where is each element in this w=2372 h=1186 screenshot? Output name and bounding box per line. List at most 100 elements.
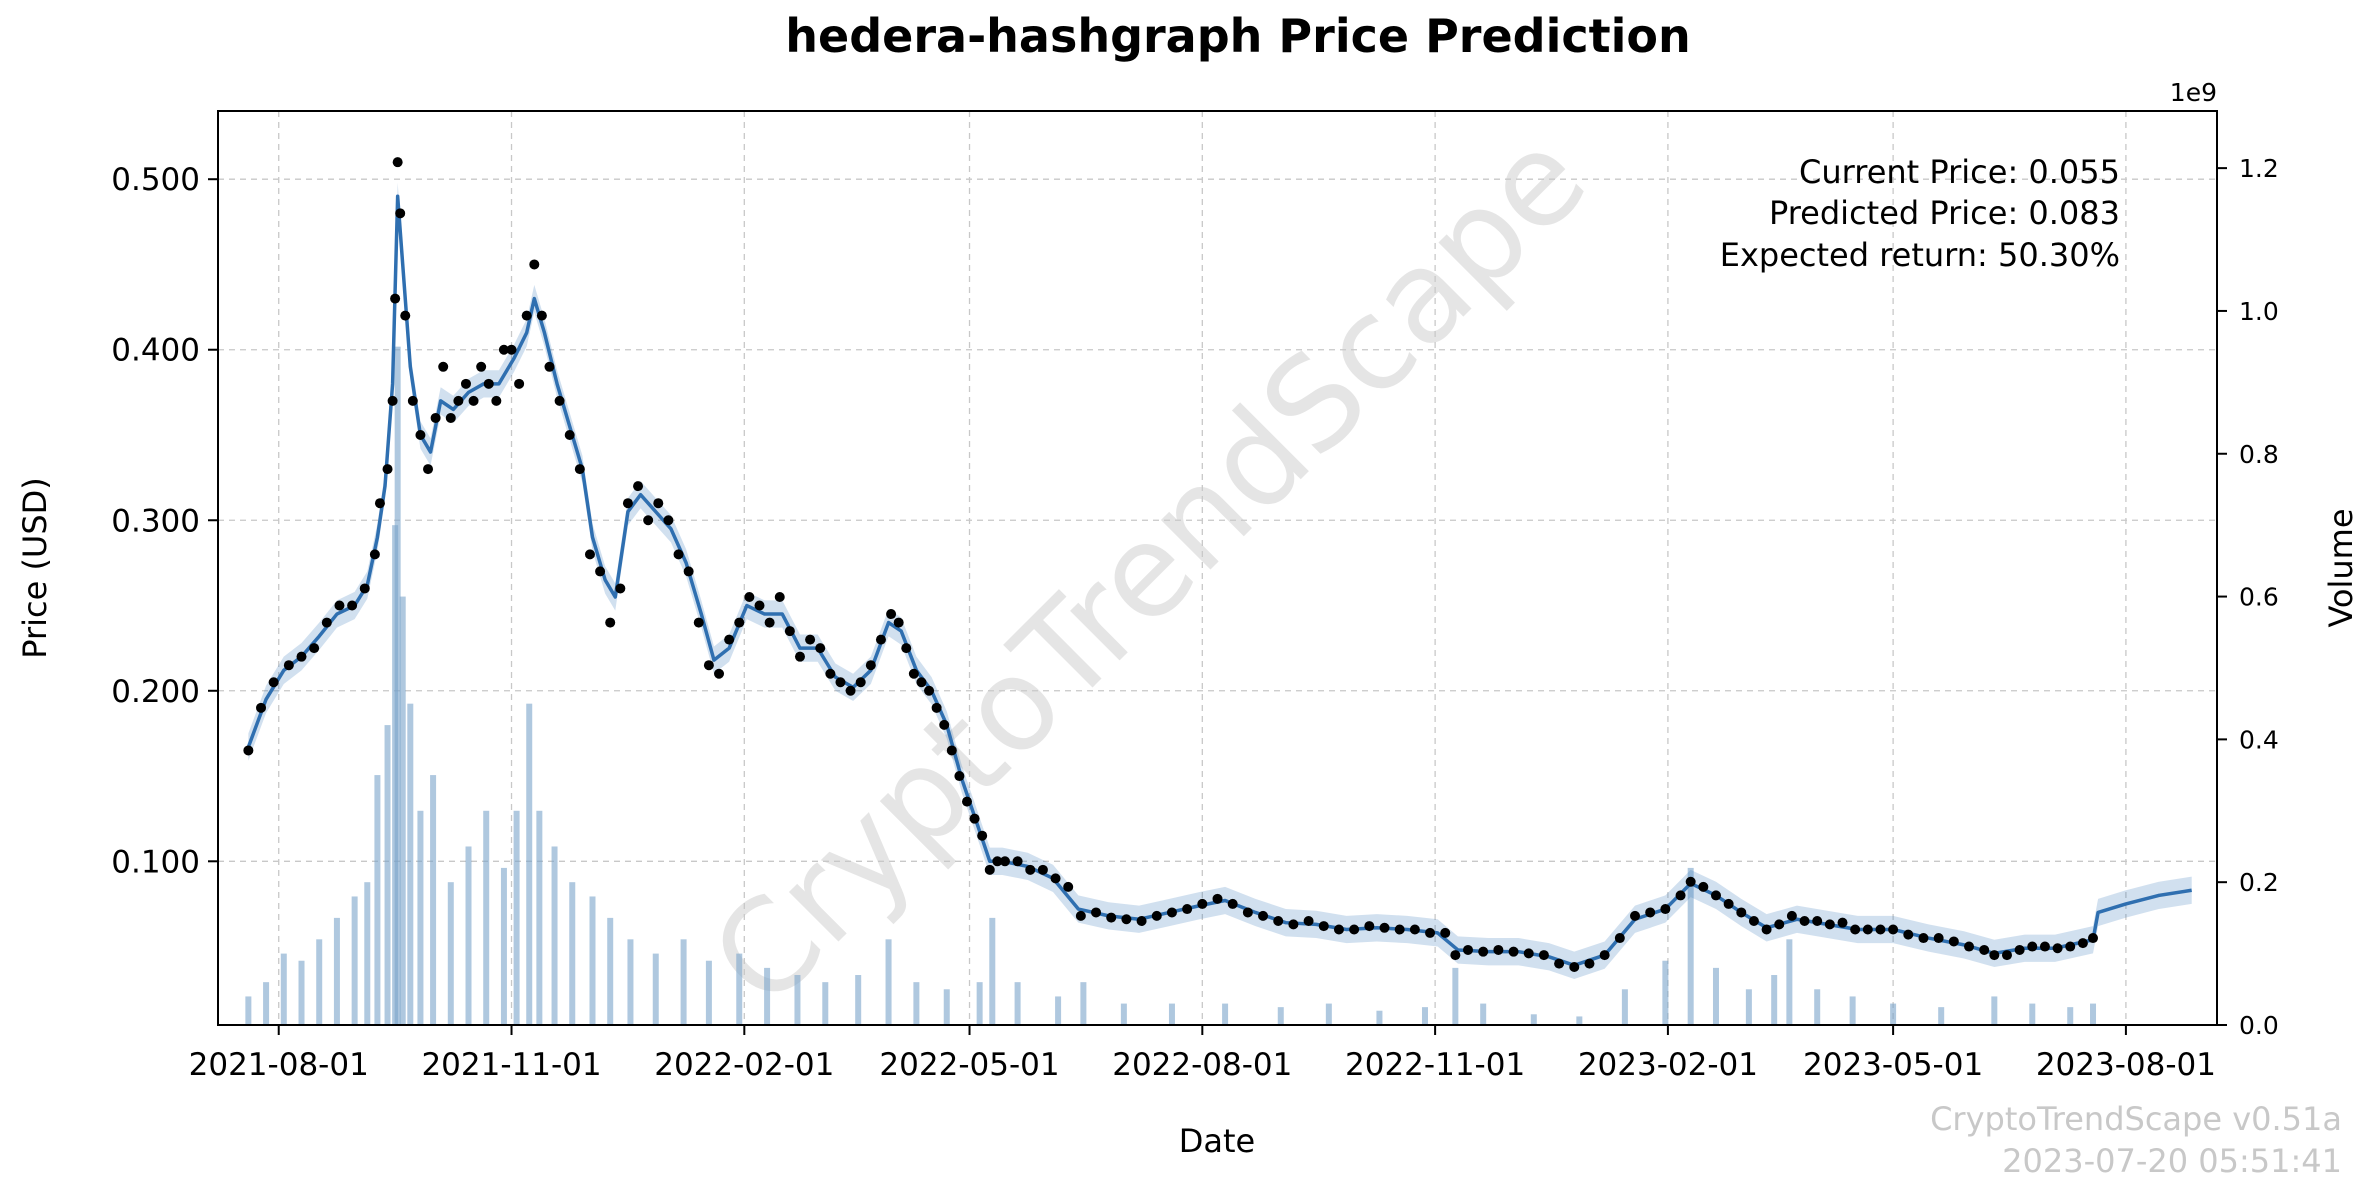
volume-bar [1277,1007,1284,1025]
volume-bar [465,846,472,1025]
actual-price-dot [908,668,919,679]
volume-bar [1421,1007,1428,1025]
actual-price-dot [536,310,547,321]
actual-price-dot [1409,924,1420,935]
actual-price-dot [564,429,575,440]
volume-bar [652,953,659,1025]
actual-price-dot [901,643,912,654]
actual-price-dot [714,668,725,679]
actual-price-dot [1364,921,1375,932]
actual-price-dot [744,591,755,602]
actual-price-dot [939,719,950,730]
actual-price-dot [615,583,626,594]
actual-price-dot [529,259,540,270]
watermark: CryptoTrendScape [684,104,1615,1035]
actual-price-dot [369,549,380,560]
actual-price-dot [703,660,714,671]
actual-price-dot [1736,907,1747,918]
y-axis-label: Price (USD) [16,477,54,659]
volume-bar [513,810,520,1025]
actual-price-dot [916,677,927,688]
volume-bar [407,703,414,1025]
actual-price-dot [1050,873,1061,884]
actual-price-dot [1645,907,1656,918]
y2-tick-label: 1.2 [2239,154,2279,183]
x-tick-label: 2022-11-01 [1345,1047,1525,1083]
actual-price-dot [1037,864,1048,875]
actual-price-dot [256,702,267,713]
actual-price-dot [643,515,654,526]
actual-price-dot [924,685,935,696]
actual-price-dot [430,412,441,423]
actual-price-dot [1599,950,1610,961]
actual-price-dot [961,796,972,807]
predicted-price-annotation: Predicted Price: 0.083 [1769,194,2120,232]
volume-bar [374,775,381,1025]
actual-price-dot [1614,933,1625,944]
actual-price-dot [1463,944,1474,955]
y2-tick-label: 0.6 [2239,583,2279,612]
actual-price-dot [992,856,1003,867]
actual-price-dot [2065,941,2076,952]
actual-price-dot [1288,919,1299,930]
volume-bar [1530,1014,1537,1025]
actual-price-dot [1698,881,1709,892]
actual-price-dot [984,864,995,875]
actual-price-dot [1538,950,1549,961]
volume-bar [1222,1003,1229,1025]
volume-bar [1576,1016,1583,1025]
volume-bar [1712,967,1719,1025]
actual-price-dot [390,293,401,304]
actual-price-dot [321,617,332,628]
actual-price-dot [407,395,418,406]
footer-timestamp: 2023-07-20 05:51:41 [2002,1142,2342,1180]
actual-price-dot [374,498,385,509]
actual-price-dot [931,702,942,713]
actual-price-dot [1903,929,1914,940]
actual-price-dot [622,498,633,509]
actual-price-dot [2088,933,2099,944]
volume-bar [526,703,533,1025]
volume-bar [280,953,287,1025]
volume-bar [1662,960,1669,1025]
actual-price-dot [1660,904,1671,915]
volume-bar [551,846,558,1025]
volume-bar [1168,1003,1175,1025]
actual-price-dot [1212,893,1223,904]
actual-price-dot [865,660,876,671]
actual-price-dot [382,464,393,475]
actual-price-dot [1685,876,1696,887]
actual-price-dot [1979,944,1990,955]
expected-return-annotation: Expected return: 50.30% [1720,236,2120,274]
volume-bar [913,982,920,1025]
actual-price-dot [946,745,957,756]
volume-bar [764,967,771,1025]
volume-bar [351,896,358,1025]
actual-price-dot [886,609,897,620]
actual-price-dot [438,361,449,372]
volume-bars [245,346,2097,1025]
actual-price-dot [815,643,826,654]
watermark-text: CryptoTrendScape [684,104,1615,1035]
actual-price-dot [1136,915,1147,926]
volume-bar [1325,1003,1332,1025]
actual-price-dot [554,395,565,406]
y-tick-label: 0.200 [111,674,200,710]
actual-price-dot [268,677,279,688]
actual-price-dot [1948,936,1959,947]
volume-bar [483,810,490,1025]
actual-price-dot [468,395,479,406]
actual-price-dot [1723,898,1734,909]
volume-bar [2029,1003,2036,1025]
y2-tick-label: 1.0 [2239,297,2279,326]
x-tick-label: 2022-05-01 [879,1047,1059,1083]
actual-price-dot [395,208,406,219]
volume-bar [536,810,543,1025]
volume-bar [1376,1010,1383,1025]
actual-price-dot [1812,915,1823,926]
actual-price-dot [2014,944,2025,955]
actual-price-dot [1258,910,1269,921]
actual-price-dot [2039,941,2050,952]
actual-price-dot [1182,904,1193,915]
actual-price-dot [506,344,517,355]
